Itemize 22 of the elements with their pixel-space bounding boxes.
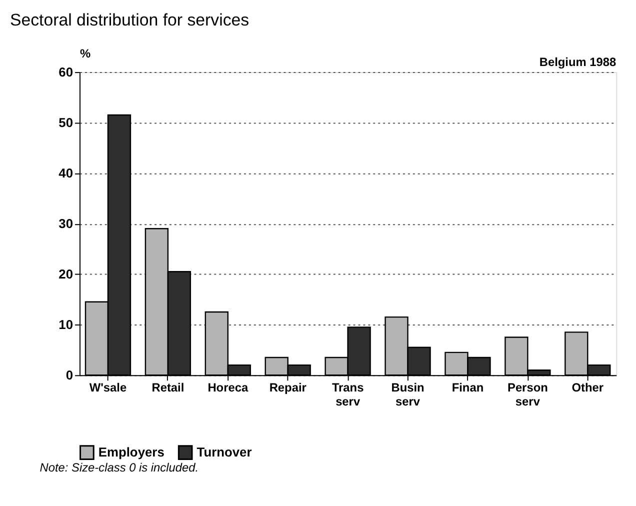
y-tick-label: 10 [58, 317, 74, 332]
y-axis-title: % [80, 46, 91, 61]
text: Belgium 1988 [539, 55, 616, 70]
x-tick-label: W'sale [89, 380, 127, 395]
y-tick-label: 40 [58, 166, 74, 181]
x-tick-label: Busin serv [391, 380, 424, 408]
text: Note: Size-class 0 is included. [40, 460, 199, 475]
y-tick-label: 50 [58, 115, 74, 130]
x-tick-label: Retail [152, 380, 184, 395]
x-tick-label: Horeca [208, 380, 248, 395]
x-tick-label: Person serv [508, 380, 548, 408]
x-tick-label: Finan [452, 380, 484, 395]
legend-label: Turnover [196, 444, 252, 460]
y-tick-label: 60 [58, 64, 74, 80]
x-tick-label: Other [572, 380, 604, 395]
x-tick-label: Trans serv [332, 380, 364, 408]
chart-title: Sectoral distribution for services [10, 10, 250, 30]
x-tick-label: Repair [269, 380, 307, 395]
y-tick-label: 0 [66, 368, 74, 383]
y-tick-label: 30 [58, 216, 74, 232]
y-tick-label: 20 [58, 266, 74, 282]
legend-label: Employers [98, 444, 164, 460]
